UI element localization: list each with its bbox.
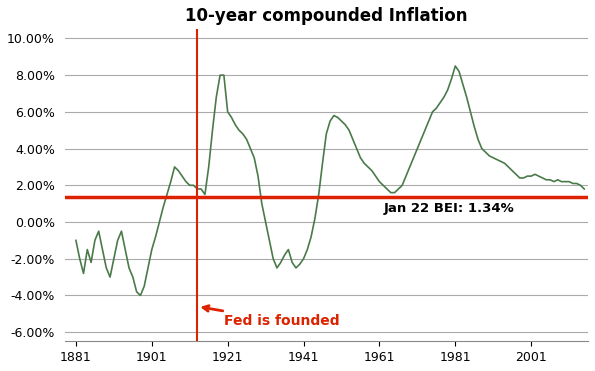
Text: Jan 22 BEI: 1.34%: Jan 22 BEI: 1.34% (383, 202, 514, 215)
Text: Fed is founded: Fed is founded (203, 306, 340, 328)
Title: 10-year compounded Inflation: 10-year compounded Inflation (185, 7, 468, 25)
